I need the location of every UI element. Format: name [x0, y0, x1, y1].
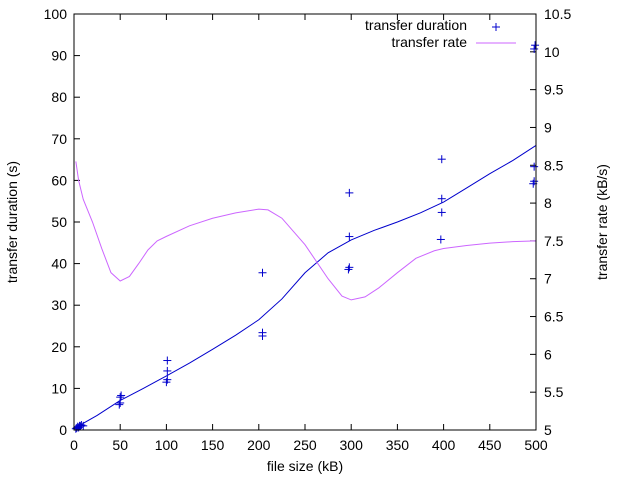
y-tick-label: 80	[51, 89, 67, 105]
x-tick-label: 50	[112, 437, 128, 453]
y-tick-label: 50	[51, 214, 67, 230]
y2-tick-label: 7.5	[544, 233, 564, 249]
y2-tick-label: 8	[544, 195, 552, 211]
y2-tick-label: 5.5	[544, 384, 564, 400]
legend-marker-transfer-duration	[492, 23, 500, 31]
series-layer	[71, 41, 540, 433]
data-point-plus	[530, 162, 539, 171]
data-point-plus	[345, 263, 354, 272]
x-tick-label: 150	[201, 437, 225, 453]
y2-tick-label: 9	[544, 119, 552, 135]
y-tick-label: 60	[51, 172, 67, 188]
y-tick-label: 100	[44, 6, 68, 22]
data-point-plus	[163, 356, 172, 365]
data-point-plus	[345, 188, 354, 197]
y2-axis-ticks: 5 5.5 6 6.5 7 7.5 8 8.5 9 9.5 10 10.5	[530, 6, 571, 438]
y2-tick-label: 8.5	[544, 157, 564, 173]
x-tick-label: 400	[432, 437, 456, 453]
x-axis-ticks: 0 50 100 150 200 250 300 350 400 450 500	[70, 14, 548, 453]
data-point-plus	[344, 265, 353, 274]
y-tick-label: 70	[51, 131, 67, 147]
data-point-plus	[530, 177, 539, 186]
y2-tick-label: 10	[544, 44, 560, 60]
y-tick-label: 90	[51, 48, 67, 64]
data-point-plus	[531, 41, 540, 50]
data-point-plus	[437, 155, 446, 164]
data-point-plus	[258, 268, 267, 277]
y-tick-label: 20	[51, 339, 67, 355]
data-point-plus	[163, 366, 172, 375]
x-tick-label: 200	[247, 437, 271, 453]
data-point-plus	[163, 375, 172, 384]
legend-label-transfer-duration: transfer duration	[365, 17, 467, 33]
data-point-plus	[530, 44, 539, 53]
x-axis-label: file size (kB)	[267, 458, 343, 474]
x-tick-label: 450	[478, 437, 502, 453]
data-point-plus	[345, 232, 354, 241]
y2-tick-label: 7	[544, 271, 552, 287]
data-point-plus	[116, 393, 125, 402]
y-tick-label: 0	[59, 422, 67, 438]
y2-axis-label: transfer rate (kB/s)	[594, 164, 610, 280]
data-point-plus	[436, 235, 445, 244]
y-tick-label: 40	[51, 256, 67, 272]
transfer-duration-fit-line	[75, 145, 537, 430]
y2-tick-label: 5	[544, 422, 552, 438]
data-point-plus	[258, 328, 267, 337]
x-tick-label: 250	[293, 437, 317, 453]
data-point-plus	[437, 194, 446, 203]
y-tick-label: 30	[51, 297, 67, 313]
y2-tick-label: 6	[544, 346, 552, 362]
x-tick-label: 100	[155, 437, 179, 453]
x-tick-label: 300	[340, 437, 364, 453]
y2-tick-label: 6.5	[544, 309, 564, 325]
y-axis-ticks: 0 10 20 30 40 50 60 70 80 90 100	[44, 6, 80, 438]
transfer-rate-line	[75, 161, 537, 301]
x-tick-label: 0	[70, 437, 78, 453]
y2-tick-label: 10.5	[544, 6, 571, 22]
y-axis-label: transfer duration (s)	[4, 161, 20, 283]
data-point-plus	[117, 391, 126, 400]
y2-tick-label: 9.5	[544, 82, 564, 98]
legend-label-transfer-rate: transfer rate	[392, 34, 468, 50]
data-point-plus	[437, 208, 446, 217]
x-tick-label: 500	[524, 437, 548, 453]
x-tick-label: 350	[386, 437, 410, 453]
legend: transfer duration transfer rate	[365, 17, 516, 50]
data-point-plus	[115, 400, 124, 409]
y-tick-label: 10	[51, 380, 67, 396]
plot-frame	[73, 13, 537, 431]
